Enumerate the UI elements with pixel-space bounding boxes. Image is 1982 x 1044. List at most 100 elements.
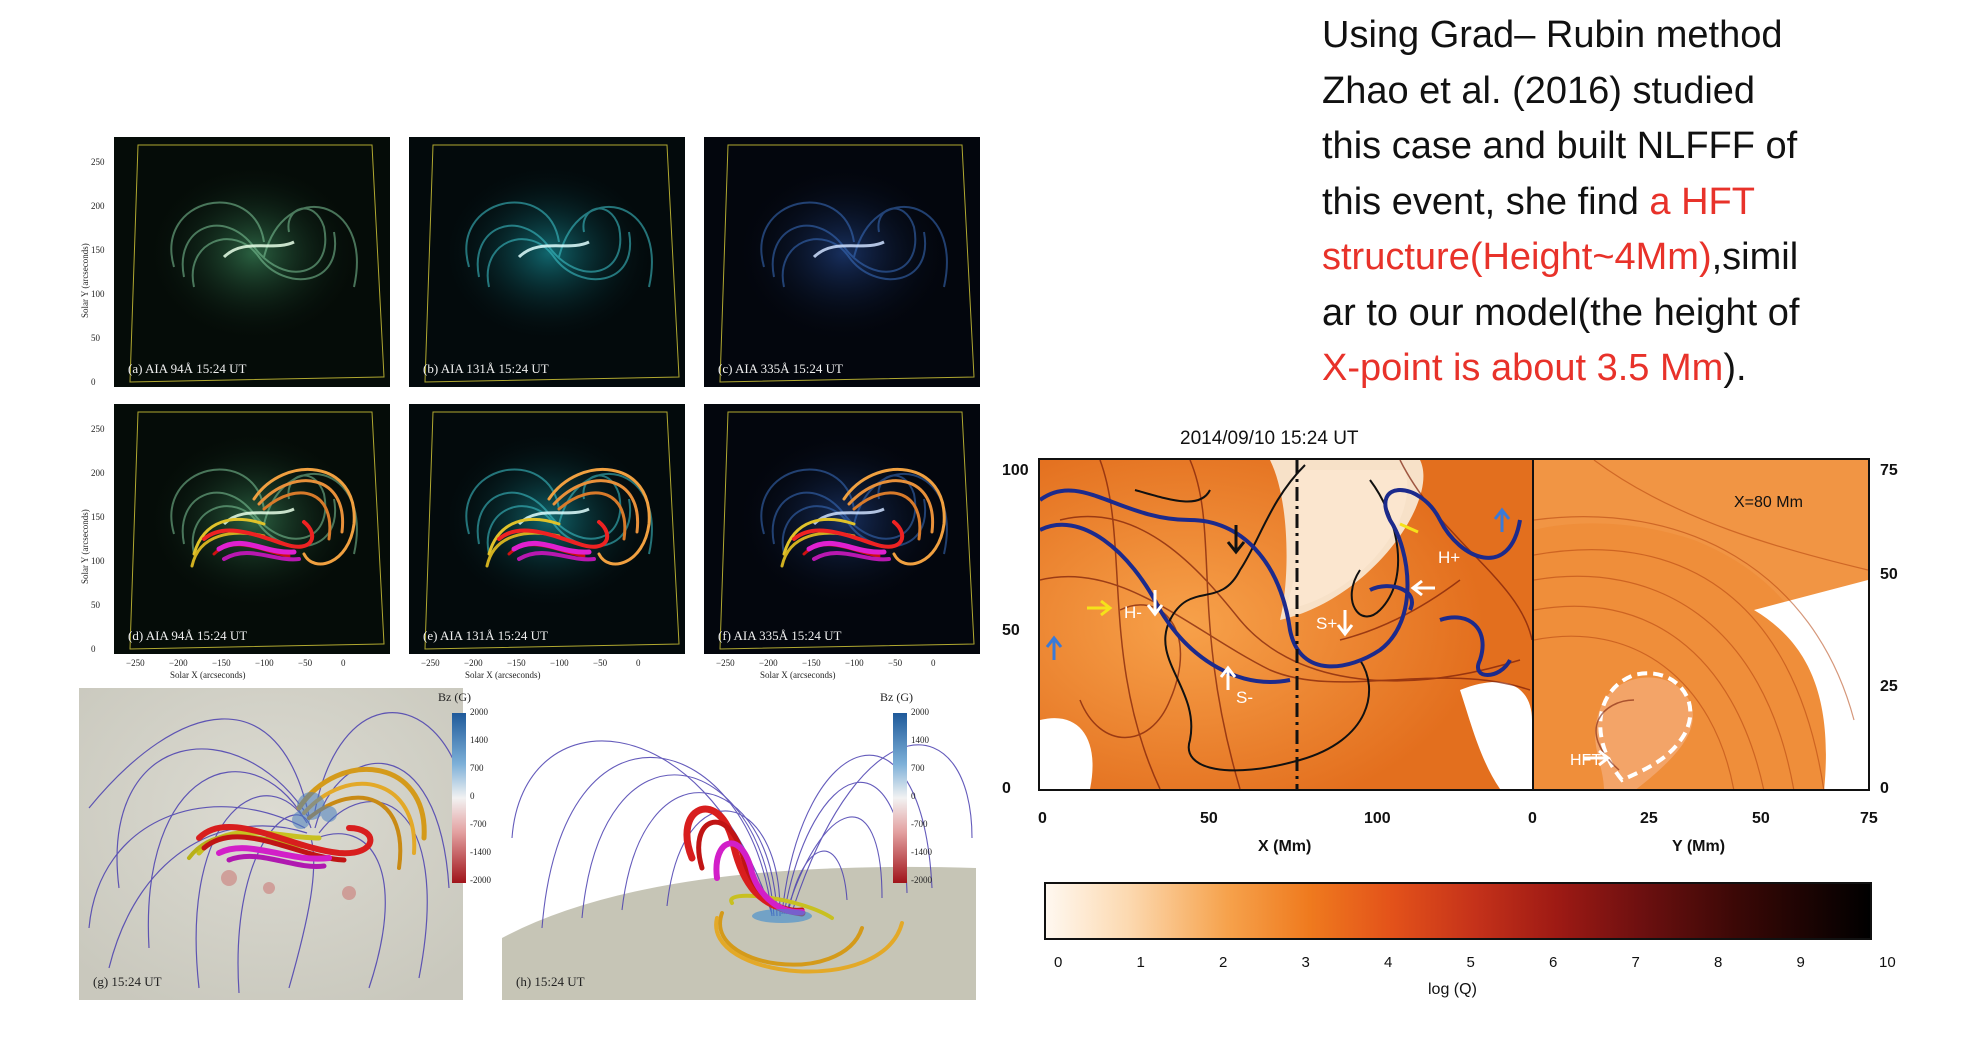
annot-hft: HFT bbox=[1570, 752, 1602, 769]
logq-tick: 0 bbox=[1054, 954, 1063, 971]
aia-x-title-1: Solar X (arcseconds) bbox=[170, 670, 246, 680]
aia-panel: (b) AIA 131Å 15:24 UT bbox=[409, 137, 685, 387]
aia-y-tick: 250 bbox=[91, 424, 105, 434]
highlight-text: a HFT bbox=[1649, 180, 1755, 223]
aia-x-tick: −200 bbox=[759, 658, 778, 668]
aia-y-tick: 50 bbox=[91, 333, 100, 343]
aia-x-tick: −50 bbox=[298, 658, 313, 668]
aia-y-tick: 0 bbox=[91, 377, 96, 387]
bz-tick: 0 bbox=[911, 791, 916, 801]
aia-panel-label: (a) AIA 94Å 15:24 UT bbox=[128, 361, 247, 376]
aia-x-tick: 0 bbox=[636, 658, 641, 668]
logq-tick: 5 bbox=[1466, 954, 1475, 971]
aia-y-tick: 100 bbox=[91, 289, 105, 299]
logq-tick: 9 bbox=[1796, 954, 1805, 971]
aia-panel: (e) AIA 131Å 15:24 UT bbox=[409, 404, 685, 654]
logq-tick: 2 bbox=[1219, 954, 1228, 971]
qmap-right-y-tick: 50 bbox=[1880, 566, 1898, 583]
aia-x-tick: 0 bbox=[931, 658, 936, 668]
qmap-left-x-title: X (Mm) bbox=[1258, 838, 1312, 855]
logq-tick: 1 bbox=[1136, 954, 1145, 971]
highlight-text: X-point is about 3.5 Mm bbox=[1322, 347, 1724, 389]
aia-x-tick: −150 bbox=[507, 658, 526, 668]
field-panel-g-label: (g) 15:24 UT bbox=[93, 974, 162, 989]
logq-tick: 4 bbox=[1384, 954, 1393, 971]
qmap-left-y-tick: 0 bbox=[1002, 780, 1011, 797]
annot-hplus: H+ bbox=[1438, 548, 1461, 567]
paragraph-line: structure(Height~4Mm),simil bbox=[1322, 230, 1962, 286]
aia-image bbox=[114, 137, 390, 387]
aia-x-tick: −200 bbox=[464, 658, 483, 668]
aia-x-tick: −250 bbox=[126, 658, 145, 668]
bz-title-g: Bz (G) bbox=[438, 690, 471, 704]
annot-splus: S+ bbox=[1316, 614, 1338, 633]
field-lines-h bbox=[502, 740, 976, 1000]
aia-panel: (f) AIA 335Å 15:24 UT bbox=[704, 404, 980, 654]
bz-tick: -1400 bbox=[911, 847, 932, 857]
body-text: Using Grad– Rubin method bbox=[1322, 14, 1783, 56]
aia-image bbox=[114, 404, 390, 654]
qmap-right-x-tick: 25 bbox=[1640, 810, 1658, 827]
bz-tick: -700 bbox=[470, 819, 487, 829]
qmap-left-y-tick: 50 bbox=[1002, 622, 1020, 639]
logq-tick: 3 bbox=[1301, 954, 1310, 971]
qmap-right-y-tick: 75 bbox=[1880, 462, 1898, 479]
aia-x-tick: −100 bbox=[255, 658, 274, 668]
bz-tick: 2000 bbox=[470, 707, 488, 717]
aia-x-tick: −250 bbox=[716, 658, 735, 668]
aia-y-tick: 0 bbox=[91, 644, 96, 654]
qmap-right-image bbox=[1534, 460, 1868, 789]
aia-x-tick: −100 bbox=[845, 658, 864, 668]
aia-panel-label: (d) AIA 94Å 15:24 UT bbox=[128, 628, 248, 643]
body-text: ,simil bbox=[1711, 236, 1799, 278]
qmap-left-y-tick: 100 bbox=[1002, 462, 1029, 479]
aia-image bbox=[409, 137, 685, 387]
aia-x-tick: −200 bbox=[169, 658, 188, 668]
aia-x-title-2: Solar X (arcseconds) bbox=[465, 670, 541, 680]
aia-x-tick: −150 bbox=[802, 658, 821, 668]
bz-tick: 1400 bbox=[911, 735, 929, 745]
aia-x-tick: −100 bbox=[550, 658, 569, 668]
qmap-right-x-tick: 50 bbox=[1752, 810, 1770, 827]
bz-tick: -2000 bbox=[470, 875, 491, 885]
bz-tick: -2000 bbox=[911, 875, 932, 885]
annot-xslice: X=80 Mm bbox=[1734, 494, 1803, 511]
field-panel-g: (g) 15:24 UT bbox=[79, 688, 463, 1000]
bz-tick: 1400 bbox=[470, 735, 488, 745]
logq-tick: 8 bbox=[1714, 954, 1723, 971]
qmap-right-x-title: Y (Mm) bbox=[1672, 838, 1726, 855]
aia-y-tick: 150 bbox=[91, 512, 105, 522]
aia-image bbox=[704, 137, 980, 387]
body-text: Zhao et al. (2016) studied bbox=[1322, 69, 1756, 112]
aia-x-tick: −150 bbox=[212, 658, 231, 668]
qmap-left-image bbox=[1040, 460, 1532, 789]
qmap-left-x-tick: 0 bbox=[1038, 810, 1047, 827]
aia-panel-label: (f) AIA 335Å 15:24 UT bbox=[718, 628, 842, 643]
highlight-text: structure(Height~4Mm) bbox=[1322, 236, 1712, 278]
paragraph-line: ar to our model(the height of bbox=[1322, 286, 1962, 342]
qmap-right-x-tick: 75 bbox=[1860, 810, 1878, 827]
logq-tick: 7 bbox=[1631, 954, 1640, 971]
description-paragraph: Using Grad– Rubin method Zhao et al. (201… bbox=[1322, 8, 1962, 397]
aia-panel: (d) AIA 94Å 15:24 UT bbox=[114, 404, 390, 654]
body-text: this case and built NLFFF of bbox=[1322, 125, 1798, 167]
qmap-left-x-tick: 50 bbox=[1200, 810, 1218, 827]
qmap-right-y-tick: 25 bbox=[1880, 678, 1898, 695]
body-text: ar to our model(the height of bbox=[1322, 291, 1800, 334]
bz-tick: -700 bbox=[911, 819, 928, 829]
logq-tick: 10 bbox=[1879, 954, 1896, 971]
bz-tick: 700 bbox=[911, 763, 925, 773]
qmap-left-x-tick: 0 bbox=[1528, 810, 1537, 827]
paragraph-line: this case and built NLFFF of bbox=[1322, 119, 1962, 175]
qmap-left-panel: H- S+ S- H+ bbox=[1038, 458, 1534, 791]
bz-tick: 700 bbox=[470, 763, 484, 773]
aia-y-title-bottom: Solar Y (arcseconds) bbox=[80, 509, 90, 584]
annot-sminus: S- bbox=[1236, 688, 1253, 707]
body-text: ). bbox=[1723, 347, 1747, 389]
logq-tick: 6 bbox=[1549, 954, 1558, 971]
aia-x-tick: 0 bbox=[341, 658, 346, 668]
aia-panel: (a) AIA 94Å 15:24 UT bbox=[114, 137, 390, 387]
qmap-left-x-tick: 100 bbox=[1364, 810, 1391, 827]
aia-panel: (c) AIA 335Å 15:24 UT bbox=[704, 137, 980, 387]
aia-y-tick: 200 bbox=[91, 201, 105, 211]
